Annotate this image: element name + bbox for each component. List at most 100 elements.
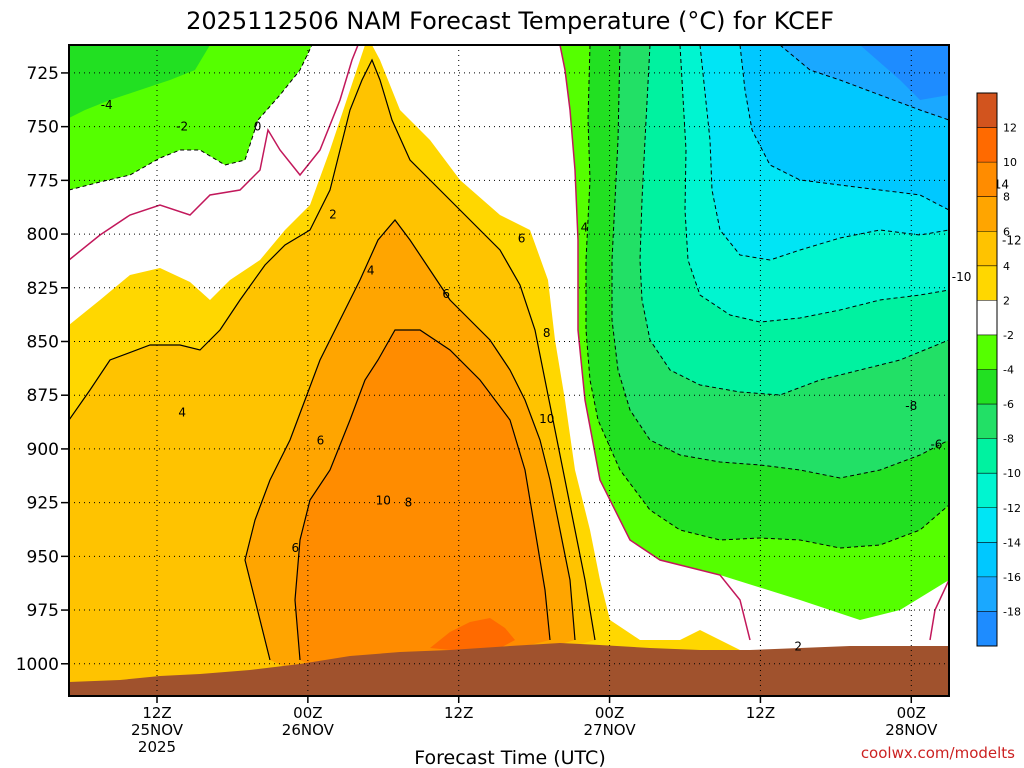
contour-label: -8 <box>905 399 917 413</box>
contour-4 <box>244 219 576 661</box>
contour-m4 <box>611 45 949 479</box>
chart-title: 2025112506 NAM Forecast Temperature (°C)… <box>186 7 834 35</box>
contour-labels: -4 -2 0 2 4 4 6 6 4 8 10 6 10 8 6 2 -14 -12 -10 -8 -6 <box>101 98 1022 653</box>
colorbar-swatch <box>977 300 997 335</box>
x-tick-label: 28NOV <box>885 721 938 739</box>
x-axis-label: Forecast Time (UTC) <box>414 747 605 768</box>
y-tick-label: 725 <box>27 64 59 84</box>
contour-label: 10 <box>376 493 391 507</box>
colorbar-label: -8 <box>1003 433 1014 446</box>
contour-0b <box>559 45 751 641</box>
colorbar-label: 8 <box>1003 191 1010 204</box>
colorbar-label: 2 <box>1003 294 1010 307</box>
y-tick-label: 1000 <box>16 655 59 675</box>
contour-label: 6 <box>518 231 526 245</box>
fill-warm-8 <box>295 330 550 670</box>
colorbar-swatch <box>977 265 997 301</box>
colorbar-swatch <box>977 369 997 405</box>
contour-m12 <box>739 45 949 211</box>
plot-area <box>69 45 949 696</box>
colorbar-label: -16 <box>1003 571 1021 584</box>
contour-label: 4 <box>178 405 186 419</box>
colorbar-swatch <box>977 196 997 232</box>
colorbar-swatch <box>977 93 997 128</box>
contour-label: 10 <box>539 412 554 426</box>
contour-label: 2 <box>329 208 337 222</box>
x-tick-label: 12Z <box>746 704 775 722</box>
colorbar-label: -18 <box>1003 605 1021 618</box>
colorbar-swatch <box>977 576 997 612</box>
colorbar-swatch <box>977 404 997 439</box>
y-tick-label: 875 <box>27 386 59 406</box>
colorbar-label: 6 <box>1003 225 1010 238</box>
colorbar-label: -4 <box>1003 364 1014 377</box>
contour-label: 0 <box>254 120 262 134</box>
contour-label: -4 <box>101 98 113 112</box>
contour-label: -6 <box>930 438 942 452</box>
contour-label: 6 <box>317 433 325 447</box>
contour-2 <box>69 58 596 641</box>
x-tick-label: 00Z <box>595 704 624 722</box>
contour-m14 <box>779 45 949 121</box>
y-tick-label: 750 <box>27 118 59 138</box>
y-tick-label: 900 <box>27 440 59 460</box>
fill-warm-10 <box>430 618 515 652</box>
y-tick-label: 800 <box>27 225 59 245</box>
contour-label: -10 <box>952 270 972 284</box>
contour-6 <box>294 329 551 661</box>
contour-upper <box>69 45 313 191</box>
y-tick-label: 850 <box>27 332 59 352</box>
y-tick-label: 825 <box>27 279 59 299</box>
y-tick-label: 975 <box>27 601 59 621</box>
x-tick-label: 12Z <box>444 704 473 722</box>
x-tick-label: 12Z <box>142 704 171 722</box>
x-tick-label: 2025 <box>138 738 176 756</box>
y-tick-label: 775 <box>27 171 59 191</box>
colorbar: 12 10 8 6 4 2 -2 -4 -6 -8 -10 -12 -14 -16 -18 <box>976 92 1021 647</box>
colorbar-label: -2 <box>1003 329 1014 342</box>
contour-m8 <box>679 45 949 323</box>
colorbar-label: -10 <box>1003 467 1021 480</box>
contour-0 <box>69 45 359 261</box>
contour-label: 6 <box>442 287 450 301</box>
colorbar-swatch <box>977 231 997 266</box>
colorbar-label: -12 <box>1003 502 1021 515</box>
contour-m10 <box>699 45 949 261</box>
x-tick-label: 00Z <box>897 704 926 722</box>
contour-label: 8 <box>543 326 551 340</box>
colorbar-swatch <box>977 473 997 508</box>
y-axis: 725 750 775 800 825 850 875 900 925 950 975 1000 <box>16 64 69 675</box>
contour-label: 2 <box>794 640 802 654</box>
contour-0c <box>929 579 949 641</box>
contour-label: -2 <box>176 120 188 134</box>
colorbar-swatch <box>977 334 997 370</box>
colorbar-swatch <box>977 438 997 474</box>
x-tick-label: 25NOV <box>131 721 184 739</box>
terrain <box>69 643 949 696</box>
contour-label: 6 <box>291 541 299 555</box>
contour-label: 4 <box>367 264 375 278</box>
colorbar-label: 12 <box>1003 122 1017 135</box>
colorbar-swatch <box>977 611 997 646</box>
contour-lines <box>69 45 949 661</box>
contour-label: 4 <box>581 221 589 235</box>
colorbar-label: -6 <box>1003 398 1014 411</box>
y-tick-label: 925 <box>27 494 59 514</box>
colorbar-swatch <box>977 127 997 163</box>
x-tick-label: 27NOV <box>584 721 637 739</box>
colorbar-label: 4 <box>1003 260 1010 273</box>
y-tick-label: 950 <box>27 547 59 567</box>
x-tick-label: 00Z <box>293 704 322 722</box>
contour-label: -12 <box>1002 234 1022 248</box>
colorbar-label: -14 <box>1003 536 1021 549</box>
x-tick-label: 26NOV <box>282 721 335 739</box>
credit-text: coolwx.com/modelts <box>861 744 1015 762</box>
contour-label: 8 <box>405 496 413 510</box>
colorbar-swatch <box>977 507 997 543</box>
gridlines <box>69 45 949 696</box>
colorbar-label: 10 <box>1003 156 1017 169</box>
fill-upperleft-m4 <box>69 45 210 118</box>
plot-frame <box>68 44 950 697</box>
